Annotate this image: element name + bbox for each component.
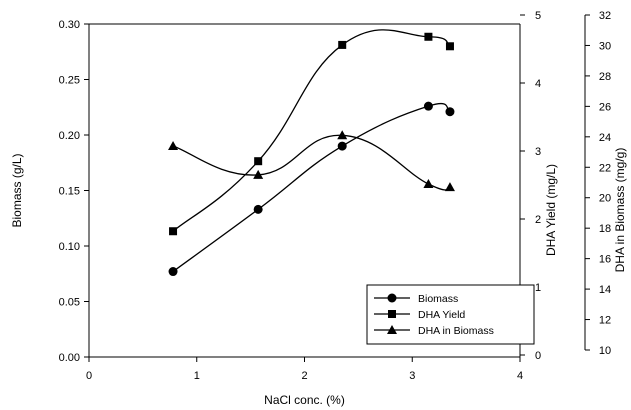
- x-tick-label: 2: [301, 370, 307, 382]
- x-tick-label: 0: [86, 370, 92, 382]
- x-tick-label: 3: [409, 370, 415, 382]
- data-point-dha-in-biomass: [253, 169, 264, 179]
- right2-tick-label: 16: [599, 254, 611, 266]
- right2-tick-label: 22: [599, 162, 611, 174]
- right2-tick-label: 12: [599, 315, 611, 327]
- legend-marker-biomass: [387, 293, 397, 303]
- legend: Biomass DHA Yield DHA in Biomass: [366, 284, 535, 345]
- left-tick-label: 0.05: [59, 297, 80, 309]
- x-tick-label: 1: [194, 370, 200, 382]
- right1-tick-label: 1: [535, 282, 541, 294]
- data-point-dha-yield: [169, 227, 178, 236]
- data-point-biomass: [253, 204, 263, 214]
- left-tick-label: 0.10: [59, 241, 80, 253]
- right2-tick-label: 24: [599, 132, 611, 144]
- data-point-dha-in-biomass: [337, 130, 348, 140]
- right1-tick-label: 2: [535, 214, 541, 226]
- series-layer: [168, 29, 455, 277]
- data-point-dha-yield: [424, 32, 433, 41]
- legend-item-biomass: Biomass: [374, 293, 458, 305]
- series-biomass: [168, 101, 455, 277]
- right2-tick-label: 20: [599, 193, 611, 205]
- right2-tick-label: 14: [599, 284, 611, 296]
- series-line-dha-yield: [172, 29, 451, 232]
- legend-marker-dha-yield: [388, 310, 396, 318]
- legend-label-biomass: Biomass: [418, 293, 458, 305]
- data-point-dha-yield: [445, 42, 454, 51]
- right1-tick-label: 5: [535, 10, 541, 22]
- legend-label-dha-yield: DHA Yield: [418, 309, 465, 321]
- legend-label-dha-in-biomass: DHA in Biomass: [418, 325, 494, 337]
- data-point-dha-in-biomass: [444, 182, 455, 192]
- right1-axis-title: DHA Yield (mg/L): [544, 164, 558, 256]
- left-axis-title: Biomass (g/L): [10, 153, 24, 227]
- right2-tick-label: 18: [599, 223, 611, 235]
- x-tick-label: 4: [517, 370, 523, 382]
- data-point-biomass: [445, 107, 455, 117]
- data-point-biomass: [337, 141, 347, 151]
- data-point-dha-in-biomass: [423, 179, 434, 189]
- right1-tick-label: 0: [535, 350, 541, 362]
- right1-tick-label: 3: [535, 146, 541, 158]
- x-axis-title: NaCl conc. (%): [264, 393, 345, 407]
- right2-tick-label: 28: [599, 71, 611, 83]
- left-tick-label: 0.20: [59, 130, 80, 142]
- data-point-dha-in-biomass: [168, 140, 179, 150]
- series-line-dha-in-biomass: [172, 134, 451, 191]
- series-dha-yield: [169, 29, 454, 236]
- data-point-dha-yield: [254, 157, 263, 166]
- right2-tick-label: 26: [599, 101, 611, 113]
- right2-axis-title: DHA in Biomass (mg/g): [613, 148, 627, 273]
- right2-tick-label: 30: [599, 40, 611, 52]
- left-tick-label: 0.00: [59, 352, 80, 364]
- right2-tick-label: 10: [599, 345, 611, 357]
- legend-item-dha-yield: DHA Yield: [374, 309, 465, 321]
- left-tick-label: 0.15: [59, 186, 80, 198]
- series-line-biomass: [172, 102, 451, 273]
- right1-tick-label: 4: [535, 78, 541, 90]
- left-tick-label: 0.30: [59, 19, 80, 31]
- data-point-dha-yield: [338, 40, 347, 49]
- series-dha-in-biomass: [168, 130, 455, 192]
- legend-item-dha-in-biomass: DHA in Biomass: [374, 325, 494, 337]
- data-point-biomass: [168, 267, 178, 277]
- legend-marker-dha-in-biomass: [387, 325, 397, 334]
- left-tick-label: 0.25: [59, 75, 80, 87]
- data-point-biomass: [423, 101, 433, 111]
- right2-tick-label: 32: [599, 10, 611, 22]
